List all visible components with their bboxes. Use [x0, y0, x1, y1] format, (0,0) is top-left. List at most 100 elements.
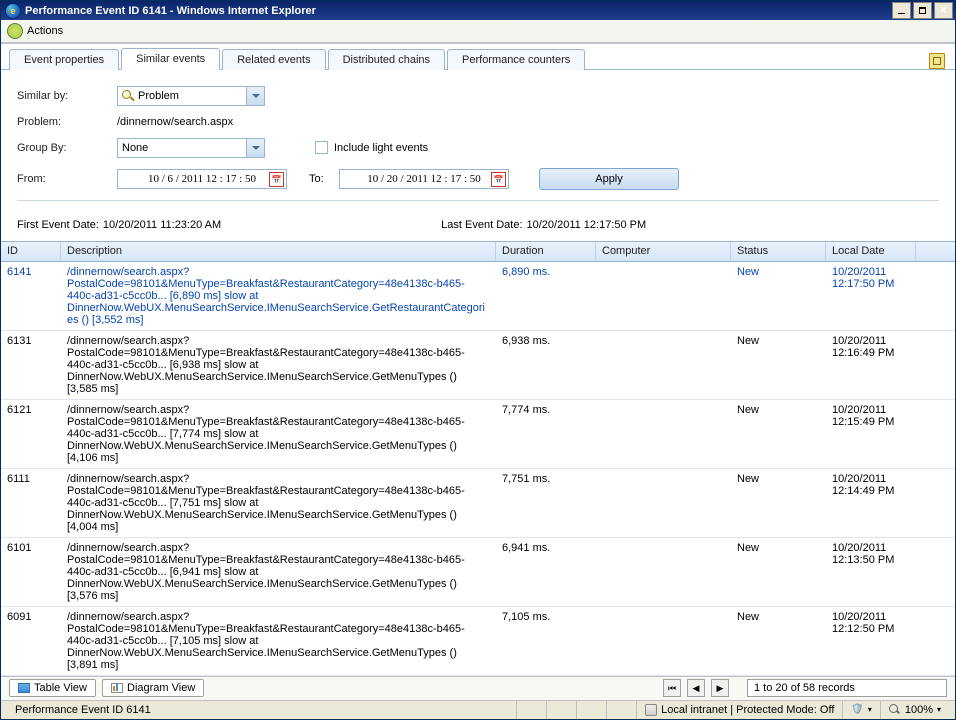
tab-related-events[interactable]: Related events [222, 49, 325, 70]
first-event-value: 10/20/2011 11:23:20 AM [103, 219, 221, 231]
cell-status: New [731, 264, 826, 328]
ie-icon: e [5, 3, 21, 19]
chevron-down-icon [246, 87, 264, 105]
actions-label[interactable]: Actions [27, 25, 63, 37]
table-view-button[interactable]: Table View [9, 679, 96, 697]
table-row[interactable]: 6141/dinnernow/search.aspx?PostalCode=98… [1, 262, 955, 331]
col-header-duration[interactable]: Duration [496, 242, 596, 261]
cell-status: New [731, 471, 826, 535]
actions-toolbar: Actions [1, 20, 955, 43]
cell-description: /dinnernow/search.aspx?PostalCode=98101&… [61, 471, 496, 535]
from-date-input[interactable]: 10 / 6 / 2011 12 : 17 : 50 📅 [117, 169, 287, 189]
cell-local-date: 10/20/2011 12:14:49 PM [826, 471, 916, 535]
similar-by-combo[interactable]: Problem [117, 86, 265, 106]
protected-mode-toggle[interactable]: 🛡️▾ [842, 701, 879, 719]
apply-button[interactable]: Apply [539, 168, 679, 190]
page-next-button[interactable]: ▶ [711, 679, 729, 697]
cell-status: New [731, 609, 826, 673]
cell-status: New [731, 402, 826, 466]
to-label: To: [309, 173, 339, 185]
col-header-id[interactable]: ID [1, 242, 61, 261]
status-left: Performance Event ID 6141 [7, 701, 159, 719]
col-header-local-date[interactable]: Local Date [826, 242, 916, 261]
group-by-label: Group By: [17, 142, 117, 154]
cell-id: 6111 [1, 471, 61, 535]
close-button[interactable]: ✕ [934, 2, 953, 19]
diagram-view-icon [111, 683, 123, 693]
table-row[interactable]: 6131/dinnernow/search.aspx?PostalCode=98… [1, 331, 955, 400]
calendar-icon[interactable]: 📅 [491, 172, 506, 187]
event-date-info: First Event Date: 10/20/2011 11:23:20 AM… [1, 215, 955, 241]
col-header-computer[interactable]: Computer [596, 242, 731, 261]
table-row[interactable]: 6091/dinnernow/search.aspx?PostalCode=98… [1, 607, 955, 676]
problem-label: Problem: [17, 116, 117, 128]
tab-similar-events[interactable]: Similar events [121, 48, 220, 70]
from-date-value: 10 / 6 / 2011 12 : 17 : 50 [148, 173, 256, 185]
include-light-checkbox[interactable] [315, 141, 328, 154]
intranet-zone-icon [645, 704, 657, 716]
table-row[interactable]: 6101/dinnernow/search.aspx?PostalCode=98… [1, 538, 955, 607]
records-info: 1 to 20 of 58 records [747, 679, 947, 697]
grid-body[interactable]: 6141/dinnernow/search.aspx?PostalCode=98… [1, 262, 955, 676]
page-first-button[interactable]: ⏮ [663, 679, 681, 697]
cell-duration: 7,105 ms. [496, 609, 596, 673]
tab-performance-counters[interactable]: Performance counters [447, 49, 585, 70]
from-label: From: [17, 173, 117, 185]
zoom-icon [889, 704, 901, 716]
last-event-label: Last Event Date: [441, 219, 522, 231]
maximize-button[interactable] [913, 2, 932, 19]
cell-local-date: 10/20/2011 12:13:50 PM [826, 540, 916, 604]
cell-local-date: 10/20/2011 12:15:49 PM [826, 402, 916, 466]
page-prev-button[interactable]: ◀ [687, 679, 705, 697]
cell-id[interactable]: 6141 [1, 264, 61, 328]
col-header-status[interactable]: Status [731, 242, 826, 261]
minimize-button[interactable] [892, 2, 911, 19]
cell-description[interactable]: /dinnernow/search.aspx?PostalCode=98101&… [61, 264, 496, 328]
cell-id: 6131 [1, 333, 61, 397]
titlebar: e Performance Event ID 6141 - Windows In… [1, 1, 955, 20]
tab-event-properties[interactable]: Event properties [9, 49, 119, 70]
similar-by-label: Similar by: [17, 90, 117, 102]
table-row[interactable]: 6121/dinnernow/search.aspx?PostalCode=98… [1, 400, 955, 469]
to-date-input[interactable]: 10 / 20 / 2011 12 : 17 : 50 📅 [339, 169, 509, 189]
tab-distributed-chains[interactable]: Distributed chains [328, 49, 445, 70]
magnifier-icon [122, 90, 134, 102]
group-by-combo[interactable]: None [117, 138, 265, 158]
cell-duration: 7,751 ms. [496, 471, 596, 535]
first-event-label: First Event Date: [17, 219, 99, 231]
cell-status: New [731, 540, 826, 604]
cell-duration: 6,890 ms. [496, 264, 596, 328]
pager-bar: Table View Diagram View ⏮ ◀ ▶ 1 to 20 of… [1, 676, 955, 700]
cell-description: /dinnernow/search.aspx?PostalCode=98101&… [61, 402, 496, 466]
tab-strip: Event properties Similar events Related … [1, 44, 955, 70]
security-zone: Local intranet | Protected Mode: Off [636, 701, 842, 719]
cell-duration: 7,774 ms. [496, 402, 596, 466]
zoom-control[interactable]: 100% ▾ [880, 701, 949, 719]
cell-computer [596, 402, 731, 466]
cell-computer [596, 471, 731, 535]
help-book-icon[interactable] [929, 53, 945, 69]
cell-computer [596, 540, 731, 604]
cell-computer [596, 609, 731, 673]
cell-computer [596, 333, 731, 397]
cell-id: 6091 [1, 609, 61, 673]
cell-duration: 6,938 ms. [496, 333, 596, 397]
diagram-view-button[interactable]: Diagram View [102, 679, 204, 697]
cell-description: /dinnernow/search.aspx?PostalCode=98101&… [61, 333, 496, 397]
cell-computer [596, 264, 731, 328]
cell-id: 6121 [1, 402, 61, 466]
cell-local-date: 10/20/2011 12:16:49 PM [826, 333, 916, 397]
include-light-label: Include light events [334, 142, 428, 154]
table-row[interactable]: 6111/dinnernow/search.aspx?PostalCode=98… [1, 469, 955, 538]
to-date-value: 10 / 20 / 2011 12 : 17 : 50 [367, 173, 481, 185]
grid-header: ID Description Duration Computer Status … [1, 242, 955, 262]
cell-status: New [731, 333, 826, 397]
cell-id: 6101 [1, 540, 61, 604]
calendar-icon[interactable]: 📅 [269, 172, 284, 187]
cell-description: /dinnernow/search.aspx?PostalCode=98101&… [61, 609, 496, 673]
filter-panel: Similar by: Problem Problem: /dinnernow/… [1, 70, 955, 215]
col-header-description[interactable]: Description [61, 242, 496, 261]
cell-duration: 6,941 ms. [496, 540, 596, 604]
status-bar: Performance Event ID 6141 Local intranet… [1, 700, 955, 719]
similar-by-value: Problem [138, 90, 179, 102]
